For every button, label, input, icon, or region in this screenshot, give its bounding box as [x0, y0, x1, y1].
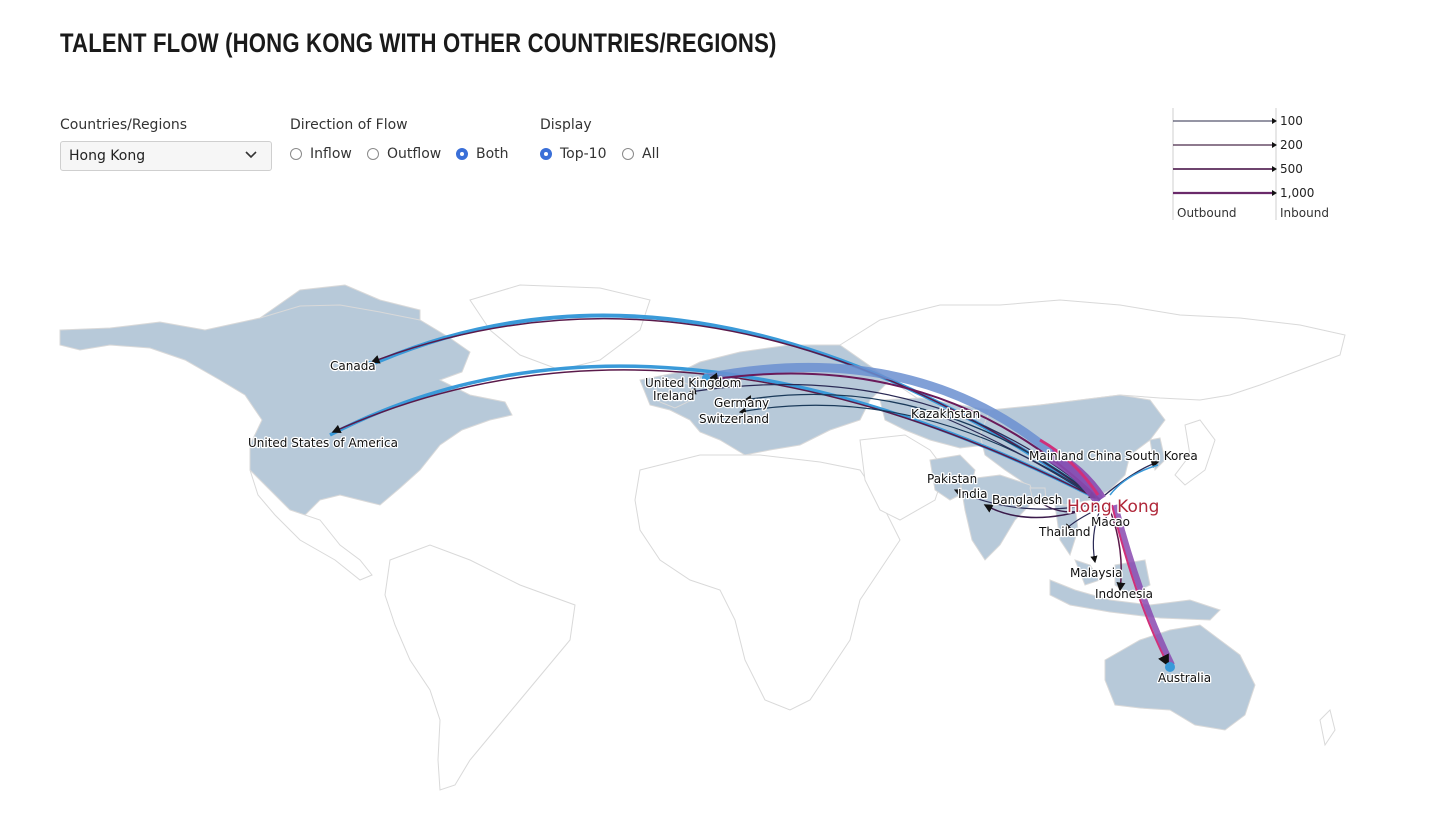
label-india: India [958, 487, 987, 501]
indonesia-shape [1049, 579, 1221, 621]
middle-east-shape [859, 434, 946, 521]
label-malaysia: Malaysia [1070, 566, 1122, 580]
country-select[interactable]: Hong Kong [60, 141, 272, 171]
label-australia: Australia [1158, 671, 1211, 685]
flow-arc-australia-in [1112, 504, 1175, 667]
radio-dot [290, 148, 302, 160]
land-layer [59, 284, 1346, 791]
radio-both-label: Both [476, 146, 509, 162]
radio-dot [622, 148, 634, 160]
flow-arc-australia-out [1111, 504, 1169, 667]
south-america-shape [384, 544, 576, 791]
flow-arc-thailand [1064, 507, 1101, 531]
label-pakistan: Pakistan [927, 472, 977, 486]
australia-shape [1104, 624, 1256, 731]
radio-outflow-label: Outflow [387, 146, 442, 162]
flow-arcs [329, 313, 1175, 672]
nz-shape [1319, 709, 1336, 747]
flow-arc-indonesia [1109, 509, 1126, 592]
greenland-shape [469, 284, 651, 371]
legend-value: 500 [1280, 162, 1303, 176]
flow-arc-canada-out [370, 318, 1101, 501]
flow-arc-pakistan [953, 489, 1101, 510]
label-uk: United Kingdom [645, 376, 741, 390]
australia-endpoint [1165, 662, 1175, 672]
label-switzerland: Switzerland [699, 412, 769, 426]
legend-value: 100 [1280, 114, 1303, 128]
europe-shape [639, 344, 891, 456]
display-label: Display [540, 117, 592, 133]
legend-inbound-label: Inbound [1280, 206, 1329, 220]
label-usa: United States of America [248, 436, 398, 450]
flow-arc-germany [743, 393, 1101, 501]
canada-endpoint [367, 361, 373, 367]
uk-ireland-shape [654, 377, 693, 409]
radio-dot [367, 148, 379, 160]
legend-value: 200 [1280, 138, 1303, 152]
legend-value: 1,000 [1280, 186, 1315, 200]
country-select-value: Hong Kong [69, 148, 146, 164]
radio-dot [540, 148, 552, 160]
radio-top10-label: Top-10 [560, 146, 607, 162]
north-america-shape [59, 299, 513, 516]
page-title: TALENT FLOW (HONG KONG WITH OTHER COUNTR… [60, 28, 777, 58]
map-labels: Canada United States of America United K… [247, 358, 1213, 687]
china-shape [979, 394, 1166, 506]
countries-label: Countries/Regions [60, 117, 188, 133]
label-thailand: Thailand [1038, 525, 1091, 539]
japan-shape [1174, 419, 1216, 486]
legend-outbound-label: Outbound [1177, 206, 1237, 220]
radio-inflow-label: Inflow [310, 146, 352, 162]
label-indonesia: Indonesia [1095, 587, 1153, 601]
malaysia-shape [1074, 559, 1101, 586]
radio-all-label: All [642, 146, 660, 162]
flow-arc-switzerland [738, 404, 1101, 501]
label-macao: Macao [1091, 515, 1130, 529]
flow-arc-malaysia [1090, 509, 1101, 564]
label-south-korea: South Korea [1125, 449, 1198, 463]
legend-arrows [1172, 108, 1277, 220]
arctic-islands-shape [259, 284, 421, 321]
flow-arc-korea [1104, 460, 1160, 496]
label-kazakhstan: Kazakhstan [911, 407, 980, 421]
label-bangladesh: Bangladesh [992, 493, 1062, 507]
label-ireland: Ireland [653, 389, 695, 403]
radio-dot [456, 148, 468, 160]
africa-shape [634, 454, 901, 711]
label-mainland-china: Mainland China [1029, 449, 1122, 463]
flow-arc-kazakhstan [944, 417, 1097, 499]
uk-endpoint [702, 374, 710, 382]
label-germany: Germany [714, 396, 769, 410]
bangladesh-shape [1029, 487, 1047, 506]
flow-arc-usa-out [331, 369, 1101, 501]
flow-legend: 100 200 500 1,000 Outbound Inbound [1172, 108, 1372, 223]
label-hong-kong: Hong Kong [1067, 497, 1159, 517]
india-shape [959, 474, 1036, 561]
direction-label: Direction of Flow [290, 117, 408, 133]
flow-arc-bangladesh [1039, 501, 1101, 513]
flow-arc-korea-in [1109, 464, 1159, 496]
flow-arc-china-out [1039, 438, 1100, 496]
flow-arc-macao [1102, 504, 1108, 519]
mexico-shape [249, 469, 373, 581]
label-canada: Canada [330, 359, 376, 373]
chevron-down-icon [245, 151, 257, 159]
